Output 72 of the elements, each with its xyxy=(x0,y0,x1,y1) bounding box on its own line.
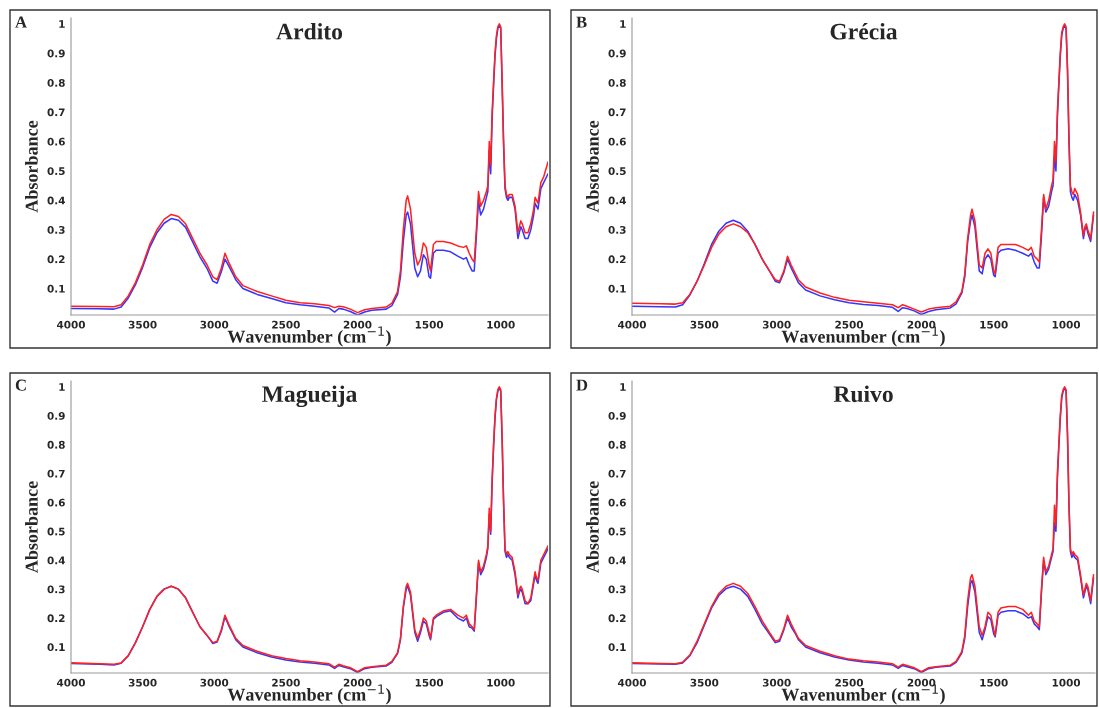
x-tick-label: 2500 xyxy=(835,678,864,687)
y-tick-label: 1 xyxy=(620,383,626,391)
y-tick-label: 0.6 xyxy=(608,137,626,146)
y-tick-label: 0.7 xyxy=(47,108,65,117)
y-tick-label: 0.9 xyxy=(47,411,65,420)
x-tick-label: 3500 xyxy=(128,678,157,687)
y-tick-label: 0.7 xyxy=(47,469,65,478)
y-tick-label: 0.5 xyxy=(608,527,626,536)
x-tick-label: 1500 xyxy=(415,678,444,687)
y-tick-label: 0.4 xyxy=(47,196,65,205)
y-tick-label: 0.4 xyxy=(608,556,626,565)
y-axis-title: Absorbance xyxy=(586,481,599,573)
y-tick-label: 0.8 xyxy=(608,78,626,87)
y-tick-label: 0.3 xyxy=(608,225,626,234)
x-tick-label: 1000 xyxy=(487,678,515,687)
y-tick-label: 0.2 xyxy=(608,614,626,623)
y-tick-label: 0.2 xyxy=(47,255,65,264)
y-tick-label: 0.3 xyxy=(47,585,65,594)
y-tick-label: 0.9 xyxy=(47,49,65,58)
text: A xyxy=(15,16,27,28)
y-tick-label: 0.3 xyxy=(47,225,65,234)
chart-title: Ruivo xyxy=(833,385,893,403)
x-tick-label: 3000 xyxy=(200,678,229,687)
x-tick-label: 1000 xyxy=(1052,320,1081,329)
y-tick-label: 0.8 xyxy=(47,440,65,449)
x-tick-label: 4000 xyxy=(56,320,85,329)
x-tick-label: 4000 xyxy=(617,320,646,329)
y-tick-label: 1 xyxy=(59,20,65,28)
x-tick-label: 1500 xyxy=(980,320,1008,329)
y-tick-label: 0.1 xyxy=(47,284,65,293)
chart-title: Magueija xyxy=(262,385,358,408)
y-tick-label: 0.1 xyxy=(608,643,626,652)
y-tick-label: 0.2 xyxy=(608,255,626,264)
y-tick-label: 0.5 xyxy=(608,167,626,176)
text: D xyxy=(576,379,588,391)
x-tick-label: 3500 xyxy=(690,678,719,687)
x-tick-label: 3000 xyxy=(200,320,229,329)
y-tick-label: 0.5 xyxy=(47,527,65,536)
y-tick-label: 0.8 xyxy=(47,78,65,87)
y-axis-title: Absorbance xyxy=(25,481,38,573)
x-tick-label: 2500 xyxy=(835,320,864,329)
y-tick-label: 0.9 xyxy=(608,411,626,420)
y-tick-label: 0.1 xyxy=(47,643,65,652)
x-tick-label: 4000 xyxy=(617,678,646,687)
text: B xyxy=(576,16,587,28)
y-axis-title: Absorbance xyxy=(25,120,38,213)
x-tick-label: 1000 xyxy=(1052,678,1081,687)
y-tick-label: 0.2 xyxy=(47,614,65,623)
y-tick-label: 0.7 xyxy=(608,469,626,478)
x-tick-label: 1500 xyxy=(980,678,1008,687)
y-tick-label: 0.4 xyxy=(47,556,65,565)
x-tick-label: 3500 xyxy=(690,320,719,329)
y-axis-title: Absorbance xyxy=(586,120,599,213)
y-tick-label: 0.7 xyxy=(608,108,626,117)
x-tick-label: 3500 xyxy=(128,320,157,329)
y-tick-label: 0.6 xyxy=(47,137,65,146)
y-tick-label: 0.8 xyxy=(608,440,626,449)
y-tick-label: 0.6 xyxy=(47,498,65,507)
y-tick-label: 0.4 xyxy=(608,196,626,205)
chart-title: Grécia xyxy=(830,22,898,40)
x-tick-label: 1500 xyxy=(415,320,444,329)
y-tick-label: 1 xyxy=(620,20,626,28)
text: C xyxy=(15,379,26,391)
y-tick-label: 1 xyxy=(59,383,65,391)
y-tick-label: 0.1 xyxy=(608,284,626,293)
y-tick-label: 0.5 xyxy=(47,167,65,176)
y-tick-label: 0.3 xyxy=(608,585,626,594)
x-tick-label: 4000 xyxy=(56,678,85,687)
x-tick-label: 1000 xyxy=(487,320,515,329)
y-tick-label: 0.9 xyxy=(608,49,626,58)
y-tick-label: 0.6 xyxy=(608,498,626,507)
chart-title: Ardito xyxy=(276,22,343,40)
